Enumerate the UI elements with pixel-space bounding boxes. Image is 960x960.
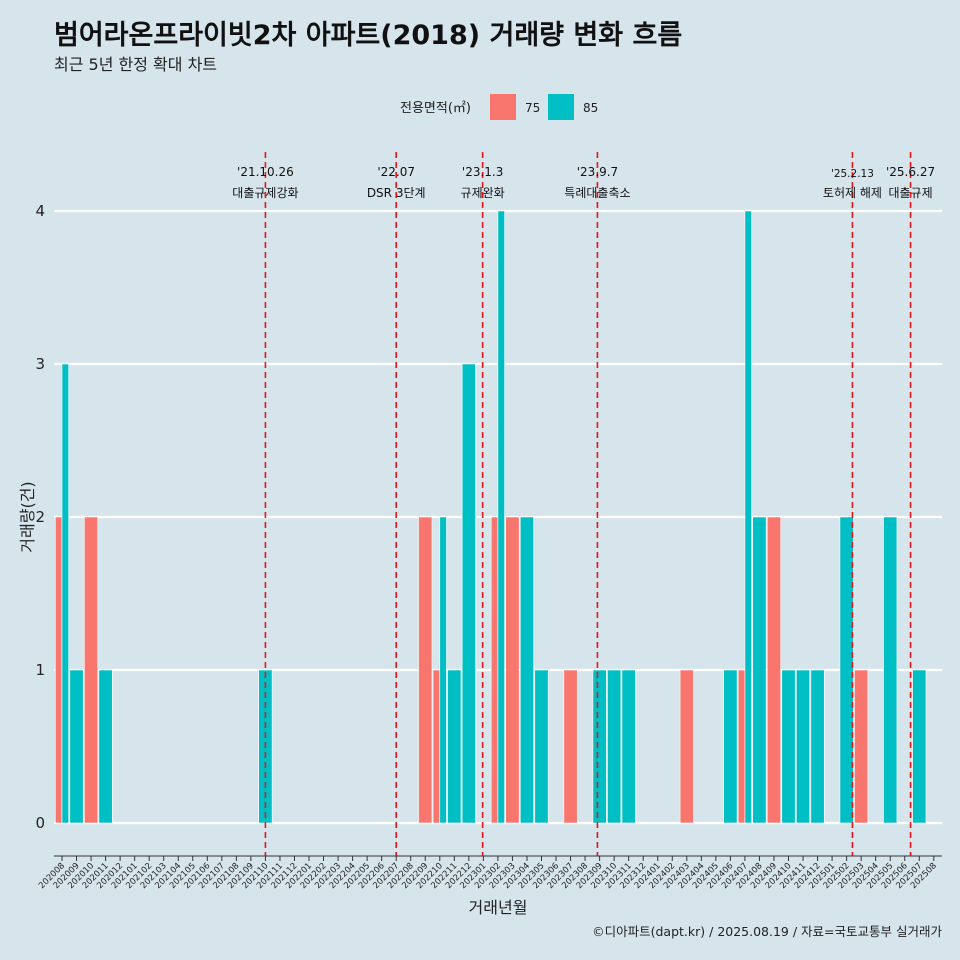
event-label: 대출규제강화 [232,186,298,200]
legend-swatch-85 [548,94,574,120]
bar-85-202310 [607,669,622,824]
legend-title: 전용면적(㎡) [400,101,471,116]
legend-label-75: 75 [525,101,540,115]
bar-85-202011 [98,669,113,824]
bar-85-202311 [621,669,636,824]
y-tick-label: 4 [35,202,45,220]
bar-85-202407 [744,210,752,824]
caption: ©디아파트(dapt.kr) / 2025.08.19 / 자료=국토교통부 실… [592,924,942,939]
event-label: 토허제 해제 [823,186,882,200]
bar-85-202406 [723,669,738,824]
bar-75-202302 [490,516,499,824]
bar-75-202010 [84,516,99,824]
y-axis-title: 거래량(건) [18,481,37,552]
bars [54,210,927,824]
y-tick-label: 2 [35,508,45,526]
bar-85-202210 [439,516,447,824]
bar-85-202411 [796,669,811,824]
y-tick-label: 1 [35,661,45,679]
x-axis-title: 거래년월 [469,898,528,917]
event-date: '22.07 [377,165,415,179]
bar-85-202309 [592,669,607,824]
event-lines: '21.10.26 대출규제강화 '22.07 DSR 3단계 '23.1.3 규제완화 '… [232,152,935,856]
y-axis: 0 1 2 3 4 [35,202,45,832]
event-date: '25.2.13 [831,168,874,180]
legend-label-85: 85 [583,101,598,115]
event-date: '23.9.7 [577,165,618,179]
chart-subtitle: 최근 5년 한정 확대 차트 [54,55,217,74]
bar-75-202209 [418,516,433,824]
bar-75-202403 [679,669,694,824]
event-date: '23.1.3 [462,165,503,179]
chart-title: 범어라온프라이빗2차 아파트(2018) 거래량 변화 흐름 [54,20,682,51]
bar-85-202008 [61,363,69,824]
bar-75-202008 [54,516,63,824]
bar-75-202307 [563,669,578,824]
y-tick-label: 0 [35,814,45,832]
event-label: 규제완화 [461,186,505,200]
bar-85-202410 [781,669,796,824]
bar-85-202507 [912,669,927,824]
bar-75-202210 [432,669,441,824]
event-label: DSR 3단계 [367,186,426,200]
y-tick-label: 3 [35,355,45,373]
bar-85-202211 [447,669,462,824]
bar-85-202212 [461,363,476,824]
bar-85-202302 [497,210,505,824]
bar-75-202303 [505,516,520,824]
legend-swatch-75 [490,94,516,120]
legend: 전용면적(㎡) 75 85 [400,94,598,120]
bar-85-202505 [883,516,898,824]
bar-85-202408 [752,516,767,824]
bar-75-202407 [737,669,746,824]
event-label: 특례대출축소 [564,186,630,200]
bar-85-202009 [69,669,84,824]
x-axis: 2020082020092020102020112020122021012021… [37,855,942,891]
event-date: '25.6.27 [886,165,935,179]
bar-75-202503 [854,669,869,824]
event-date: '21.10.26 [237,165,294,179]
bar-85-202502 [839,516,854,824]
bar-75-202409 [766,516,781,824]
bar-85-202304 [519,516,534,824]
event-label: 대출규제 [888,186,932,200]
bar-85-202412 [810,669,825,824]
bar-85-202305 [534,669,549,824]
